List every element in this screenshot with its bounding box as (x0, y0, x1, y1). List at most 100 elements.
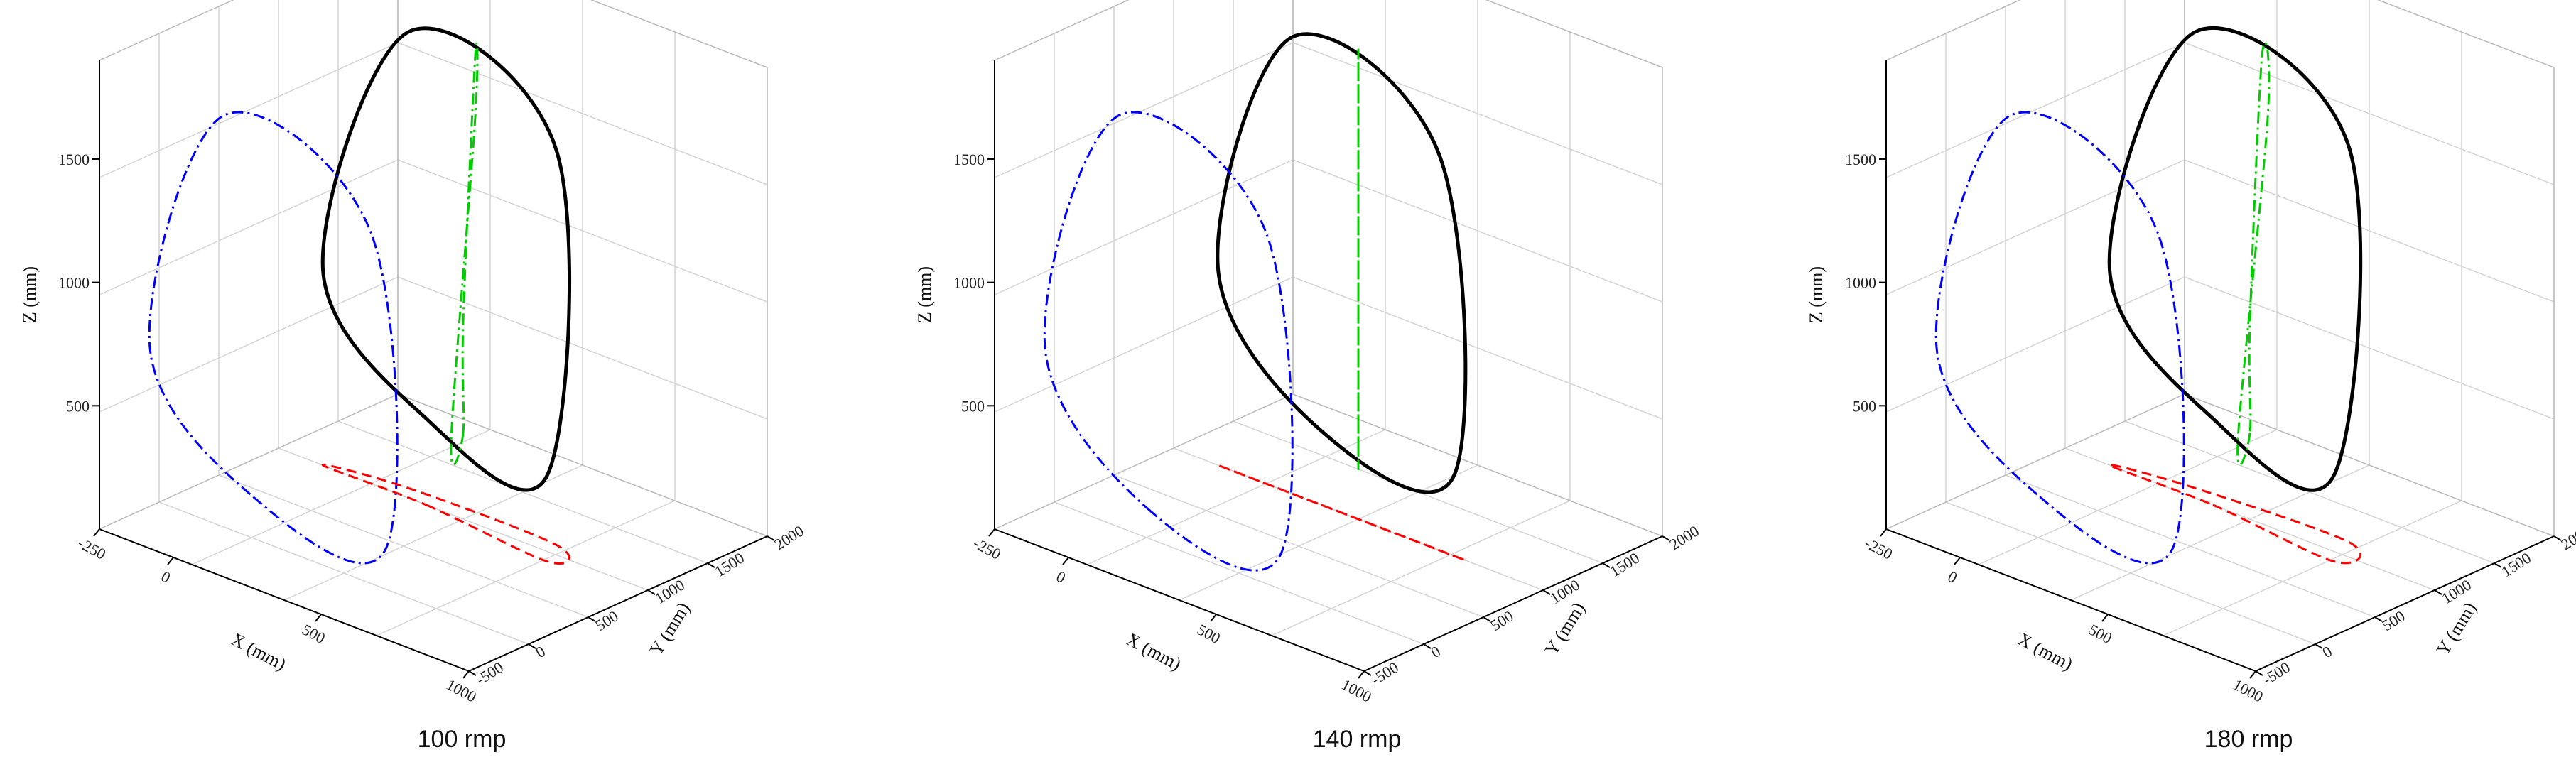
z-tick-label: 500 (1853, 397, 1876, 415)
y-tick (528, 643, 536, 649)
x-tick-label: 1000 (2230, 675, 2266, 706)
grid-line (1885, 42, 2185, 178)
y-tick-label: -500 (2259, 658, 2293, 689)
grid-line (99, 42, 399, 178)
x-tick-label: 1000 (1338, 675, 1375, 706)
grid-line (2184, 159, 2555, 303)
grid-line (1292, 159, 1663, 303)
y-tick-label: 500 (592, 607, 621, 635)
y-tick (1602, 562, 1611, 568)
y-tick (1483, 616, 1491, 622)
y-axis-title: Y (mm) (2432, 599, 2481, 659)
box-edge (1885, 0, 2021, 61)
y-tick (468, 670, 477, 676)
z-tick-label: 1000 (953, 274, 985, 292)
grid-line (1292, 42, 1663, 185)
panel-caption: 100 rmp (418, 726, 507, 753)
y-tick-label: 2000 (771, 522, 807, 554)
series-trajectory (320, 26, 572, 492)
grid-line (191, 429, 491, 565)
z-tick-label: 1000 (1845, 274, 1876, 292)
y-tick (1363, 670, 1372, 676)
grid-line (397, 159, 768, 303)
x-tick-label: 500 (299, 621, 328, 648)
y-tick-label: 0 (532, 642, 548, 661)
box-edge (2184, 393, 2555, 537)
y-tick-label: 0 (2319, 642, 2335, 661)
x-tick (1358, 670, 1365, 679)
x-tick (315, 614, 322, 622)
z-tick-label: 1500 (58, 151, 90, 168)
box-edge (994, 393, 1294, 530)
y-axis-title: Y (mm) (1541, 599, 1589, 659)
x-tick-label: 500 (1194, 621, 1223, 648)
grid-line (994, 159, 1294, 295)
grid-line (1086, 429, 1386, 565)
x-tick (462, 670, 470, 679)
y-tick-label: -500 (472, 658, 506, 689)
y-tick (647, 589, 656, 595)
y-tick-label: 2000 (2558, 522, 2576, 554)
x-tick (1062, 557, 1069, 565)
x-tick (1954, 557, 1961, 565)
y-tick (2374, 616, 2383, 622)
series-projection-XY (2108, 463, 2361, 565)
box-edge (590, 0, 768, 68)
y-tick-label: 500 (1487, 607, 1516, 635)
box-edge (1485, 0, 1663, 68)
grid-line (994, 276, 1294, 413)
grid-line (2184, 42, 2555, 185)
chart-panel-180-rmp: -25005001000-500050010001500200050010001… (1806, 0, 2576, 753)
z-tick-label: 1500 (953, 151, 985, 168)
x-tick (2249, 670, 2256, 679)
series-projection-XZ (1934, 111, 2185, 565)
y-tick (707, 562, 715, 568)
y-tick-label: 500 (2379, 607, 2408, 635)
x-axis-line (99, 528, 470, 672)
y-axis-title: Y (mm) (646, 599, 694, 659)
grid-line (994, 42, 1294, 178)
x-tick-label: 0 (158, 567, 173, 587)
z-tick-label: 1500 (1845, 151, 1876, 168)
series-projection-YZ (2236, 42, 2271, 466)
panel-caption: 180 rmp (2204, 726, 2293, 753)
y-tick (2255, 670, 2263, 676)
grid-line (2184, 276, 2555, 420)
panel-caption: 140 rmp (1313, 726, 1402, 753)
y-tick-label: 0 (1427, 642, 1444, 661)
grid-line (99, 276, 399, 413)
grid-line (1292, 276, 1663, 420)
y-tick-label: -500 (1368, 658, 1401, 689)
x-tick (988, 528, 995, 537)
x-tick-label: -250 (75, 534, 109, 563)
grid-line (1179, 464, 1478, 601)
x-tick (2101, 614, 2109, 622)
grid-line (1885, 159, 2185, 295)
z-tick-label: 1000 (58, 274, 90, 292)
chart-panel-140-rmp: -25005001000-500050010001500200050010001… (914, 0, 1702, 753)
x-axis-title: X (mm) (2015, 629, 2077, 675)
grid-line (994, 0, 1130, 61)
grid-line (1978, 429, 2278, 565)
y-tick-label: 1500 (1606, 549, 1643, 581)
grid-line (397, 42, 768, 185)
grid-line (1271, 500, 1571, 636)
x-tick-label: 0 (1054, 567, 1068, 587)
box-edge (2376, 0, 2555, 68)
x-tick-label: -250 (970, 534, 1004, 563)
y-tick (2315, 643, 2323, 649)
y-tick (1542, 589, 1551, 595)
y-tick (2553, 535, 2562, 541)
x-tick-label: 0 (1945, 567, 1960, 587)
grid-line (376, 500, 676, 636)
series-projection-XY (1216, 464, 1467, 562)
grid-line (2163, 500, 2462, 636)
x-tick-label: 1000 (443, 675, 480, 706)
x-tick (93, 528, 100, 537)
x-axis-title: X (mm) (1123, 629, 1185, 675)
box-edge (99, 0, 234, 61)
y-tick-label: 1500 (711, 549, 747, 581)
z-tick-label: 500 (66, 397, 90, 415)
y-tick (2494, 562, 2502, 568)
series-projection-YZ (450, 43, 479, 466)
